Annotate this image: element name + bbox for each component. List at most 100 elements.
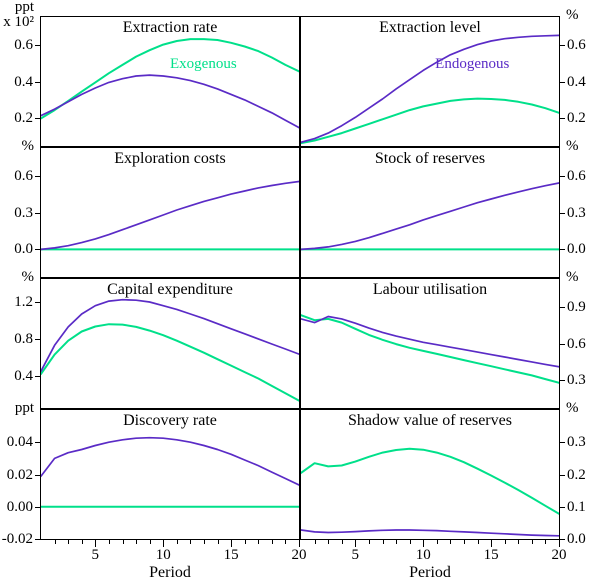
series-line-exogenous [41, 323, 299, 402]
y-tick-label: -0.02 [1, 531, 33, 547]
y-tick-mark [560, 507, 565, 508]
y-tick-label: 0.4 [14, 74, 33, 90]
x-tick-mark [559, 540, 560, 547]
x-tick-mark [382, 540, 384, 544]
x-tick-mark [95, 540, 97, 547]
plot-area-exploration-costs [41, 180, 299, 251]
x-tick-mark [436, 540, 438, 544]
plot-area-capital-expenditure [41, 298, 299, 402]
y-tick-label: 0.2 [567, 467, 586, 483]
panel-labour-utilisation: Labour utilisation [300, 278, 560, 409]
axis-unit-line: x 10² [3, 14, 34, 30]
x-tick-mark [396, 540, 398, 544]
panel-title: Shadow value of reserves [348, 412, 512, 429]
y-tick-mark [560, 344, 565, 345]
panel-stock-of-reserves: Stock of reserves [300, 147, 560, 278]
series-line-exogenous [301, 447, 559, 515]
x-tick-mark [122, 540, 124, 544]
y-tick-mark [560, 475, 565, 476]
plot-area-stock-of-reserves [301, 182, 559, 251]
x-tick-label: 10 [155, 547, 171, 563]
series-line-endogenous [301, 529, 559, 537]
axis-unit-label: ppt x 10² [0, 0, 34, 30]
x-tick-mark [368, 540, 370, 544]
x-tick-mark [450, 540, 452, 544]
y-tick-mark [35, 176, 40, 177]
x-tick-mark [518, 540, 520, 544]
panel-title: Discovery rate [123, 412, 217, 429]
x-tick-mark [217, 540, 219, 544]
y-tick-mark [35, 213, 40, 214]
y-tick-mark [560, 442, 565, 443]
y-tick-label: 1.2 [14, 294, 33, 310]
y-tick-label: 0.2 [14, 110, 33, 126]
y-tick-mark [35, 302, 40, 303]
plot-area-shadow-value-of-reserves [301, 447, 559, 537]
y-tick-label: 0.4 [14, 368, 33, 384]
x-tick-mark [244, 540, 246, 544]
y-tick-mark [560, 380, 565, 381]
axis-unit-line: % [21, 138, 35, 154]
y-tick-mark [560, 82, 565, 83]
x-tick-label: 20 [551, 547, 567, 563]
x-tick-mark [328, 540, 330, 544]
y-tick-label: 0.00 [6, 499, 33, 515]
x-tick-mark [423, 540, 425, 547]
x-axis-title: Period [149, 564, 191, 581]
series-line-endogenous [301, 315, 559, 368]
y-tick-mark [560, 307, 565, 308]
plot-area-discovery-rate [41, 436, 299, 508]
axis-unit-line: ppt [14, 0, 34, 15]
series-line-exogenous [301, 314, 559, 384]
x-tick-label: 10 [415, 547, 431, 563]
series-line-endogenous [301, 34, 559, 144]
x-tick-mark [108, 540, 110, 544]
x-tick-mark [54, 540, 56, 544]
y-tick-mark [560, 45, 565, 46]
x-axis-title: Period [409, 564, 451, 581]
axis-unit-label: % [0, 270, 35, 285]
y-tick-label: 0.3 [567, 205, 586, 221]
series-label-exogenous: Exogenous [170, 55, 237, 72]
y-tick-mark [35, 539, 40, 540]
y-tick-label: 0.6 [14, 37, 33, 53]
x-tick-mark [136, 540, 138, 544]
series-line-exogenous [301, 97, 559, 145]
axis-unit-label: ppt [0, 401, 34, 416]
y-tick-label: 0.9 [567, 299, 586, 315]
y-tick-mark [560, 176, 565, 177]
x-tick-mark [491, 540, 493, 547]
y-tick-label: 0.6 [567, 168, 586, 184]
axis-unit-line: % [566, 7, 579, 23]
series-line-exogenous [41, 38, 299, 120]
axis-unit-label: % [566, 139, 600, 154]
y-tick-label: 0.1 [567, 499, 586, 515]
panel-title: Labour utilisation [372, 281, 488, 298]
panel-title: Extraction rate [122, 19, 218, 36]
y-tick-label: 0.4 [567, 74, 586, 90]
y-tick-label: 0.6 [14, 168, 33, 184]
plot-area-labour-utilisation [301, 314, 559, 384]
y-tick-mark [560, 118, 565, 119]
panel-discovery-rate: Discovery rate [40, 409, 300, 540]
y-tick-label: 0.6 [567, 336, 586, 352]
series-line-endogenous [41, 74, 299, 129]
axis-unit-line: % [566, 138, 579, 154]
y-tick-mark [560, 249, 565, 250]
y-tick-label: 0.3 [567, 372, 586, 388]
axis-unit-label: % [0, 138, 35, 154]
y-tick-label: 0.0 [14, 241, 33, 257]
series-line-endogenous [41, 436, 299, 486]
panel-capital-expenditure: Capital expenditure [40, 278, 300, 409]
x-tick-label: 20 [291, 547, 307, 563]
x-tick-mark [463, 540, 465, 544]
x-tick-mark [149, 540, 151, 544]
axis-unit-line: % [566, 269, 579, 285]
x-tick-mark [176, 540, 178, 544]
panel-title: Stock of reserves [374, 150, 486, 167]
panel-title: Extraction level [379, 19, 481, 36]
y-tick-mark [35, 82, 40, 83]
axis-unit-label: % [566, 8, 600, 23]
y-tick-mark [35, 507, 40, 508]
